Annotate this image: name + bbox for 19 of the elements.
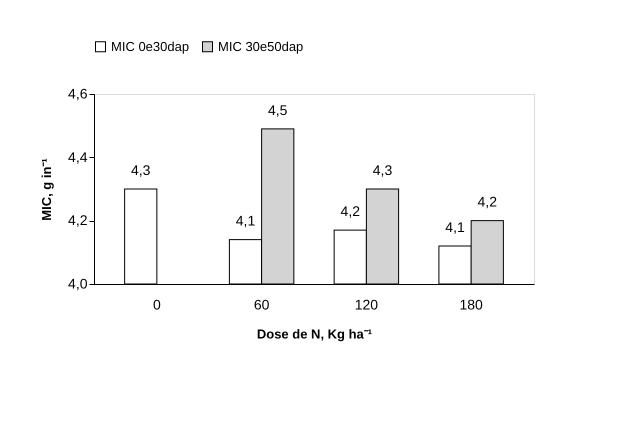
y-tick-label: 4,6 xyxy=(68,86,88,102)
y-tick-label: 4,2 xyxy=(68,212,88,228)
x-tick-label: 60 xyxy=(254,296,270,312)
x-tick-label: 180 xyxy=(459,296,484,312)
data-label: 4,3 xyxy=(372,162,392,178)
data-label: 4,5 xyxy=(268,102,288,118)
data-label: 4,2 xyxy=(478,194,498,210)
y-tick-label: 4,4 xyxy=(68,148,88,165)
x-tick-label: 120 xyxy=(354,296,378,312)
legend-label: MIC 30e50dap xyxy=(218,38,304,54)
legend-label: MIC 0e30dap xyxy=(111,38,190,54)
data-label: 4,2 xyxy=(340,203,360,220)
data-label: 4,1 xyxy=(445,219,465,235)
x-tick-label: 0 xyxy=(152,296,161,312)
y-axis-title: MIC, g in⁻¹ xyxy=(39,158,54,221)
x-axis-title: Dose de N, Kg ha⁻¹ xyxy=(256,326,372,342)
data-label: 4,3 xyxy=(131,162,151,178)
data-label: 4,1 xyxy=(236,212,256,229)
y-tick-label: 4,0 xyxy=(68,276,88,292)
